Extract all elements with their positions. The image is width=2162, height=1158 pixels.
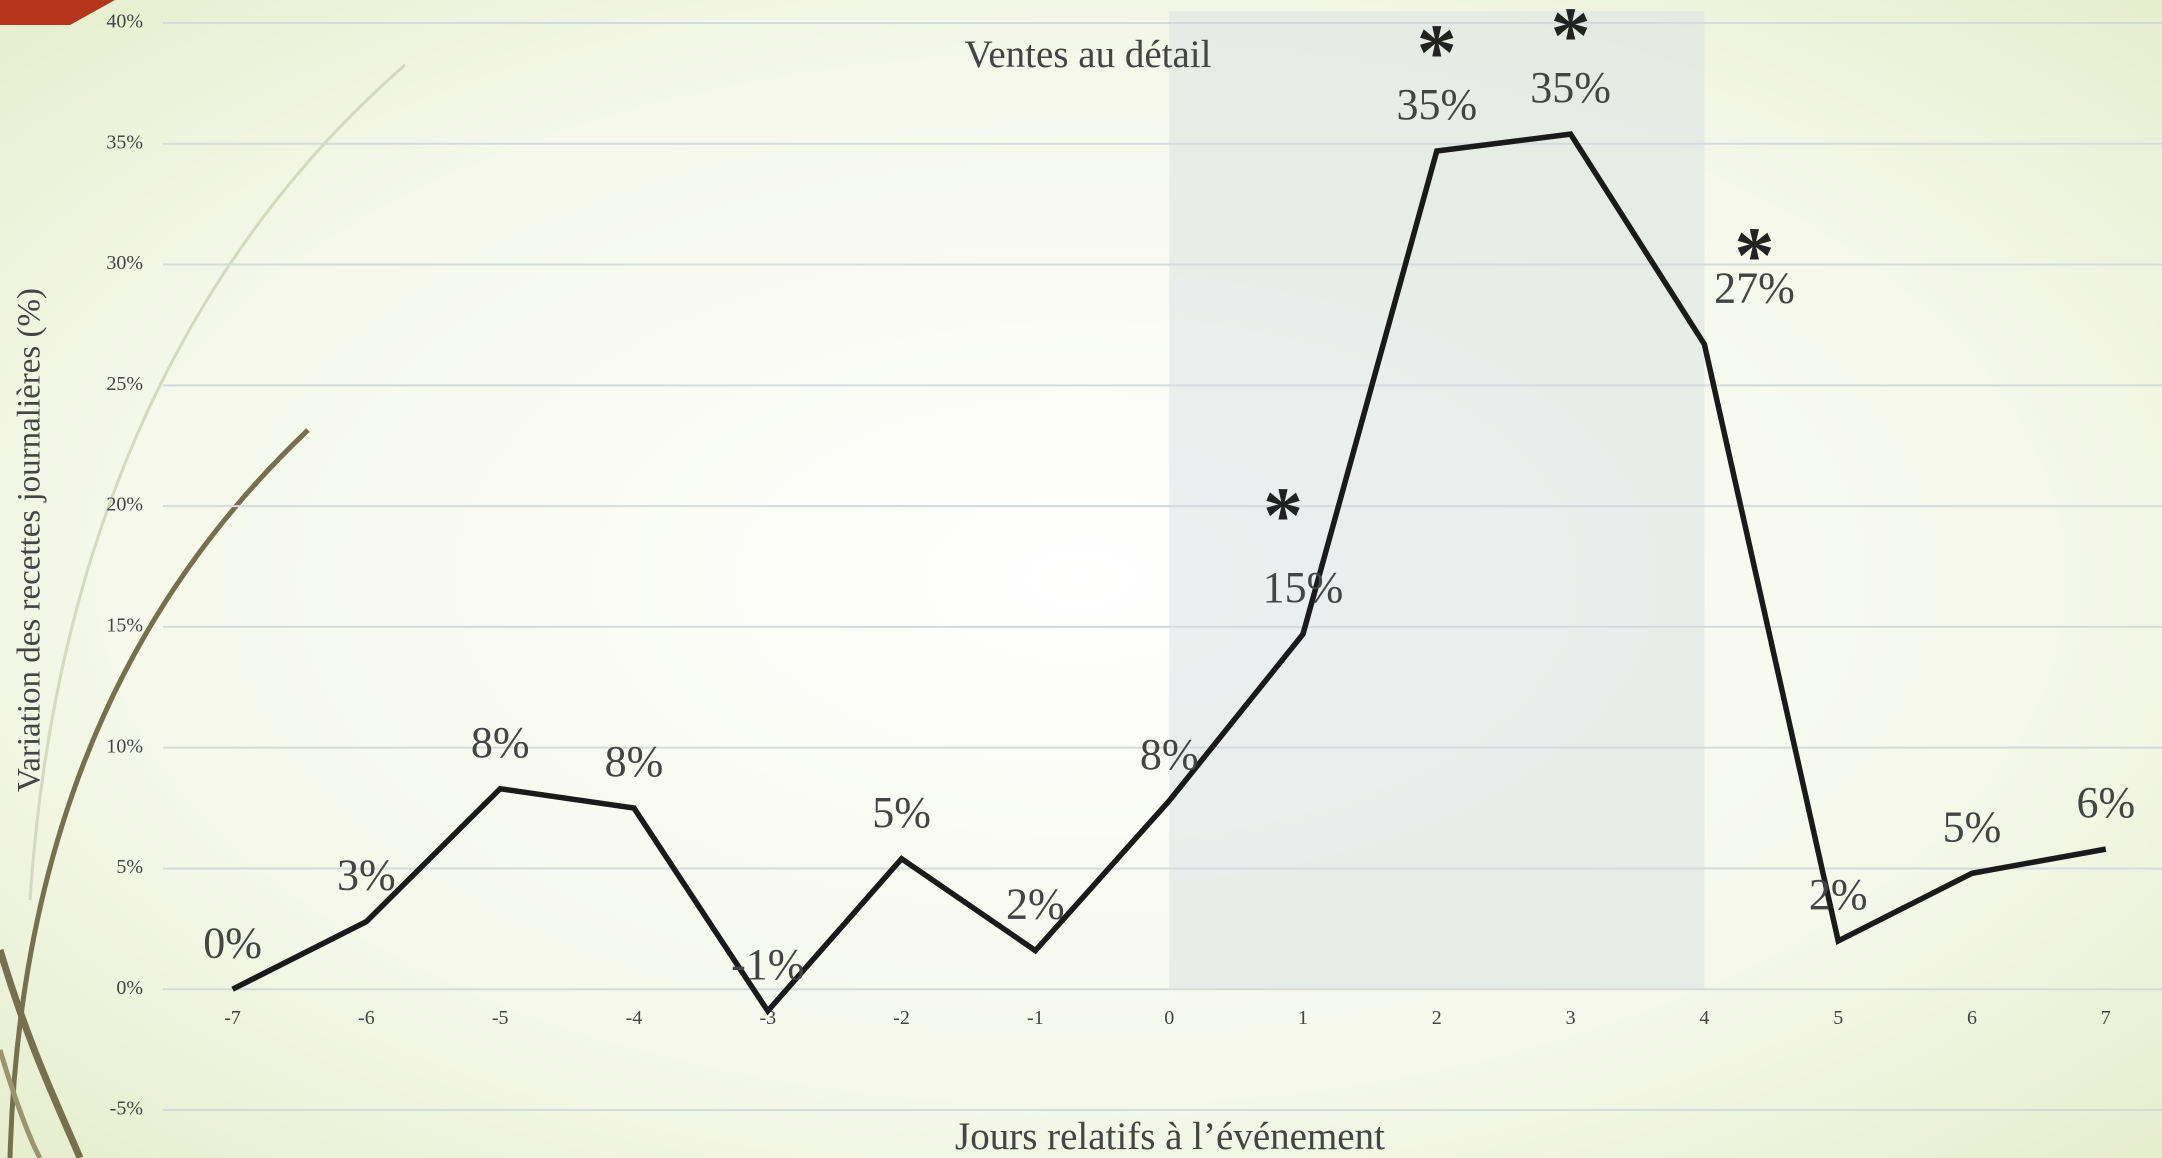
x-tick-label: -7 bbox=[224, 1007, 241, 1029]
data-label: 35% bbox=[1396, 80, 1477, 129]
y-tick-label: 35% bbox=[106, 131, 143, 153]
chart-title: Ventes au détail bbox=[965, 33, 1212, 76]
y-tick-label: 5% bbox=[116, 856, 143, 878]
data-label: 6% bbox=[2076, 778, 2135, 827]
annotation: * bbox=[1263, 472, 1303, 560]
annotation: * bbox=[1417, 9, 1457, 97]
x-axis-label: Jours relatifs à l’événement bbox=[955, 1115, 1385, 1158]
data-label: 5% bbox=[872, 788, 931, 837]
x-tick-label: -2 bbox=[893, 1007, 910, 1029]
data-label: 0% bbox=[203, 918, 262, 967]
x-tick-label: 0 bbox=[1164, 1007, 1174, 1029]
y-tick-label: 40% bbox=[106, 11, 143, 33]
x-tick-label: 1 bbox=[1298, 1007, 1308, 1029]
y-tick-label: 25% bbox=[106, 373, 143, 395]
data-label: 35% bbox=[1530, 63, 1611, 112]
data-label: 8% bbox=[471, 718, 530, 767]
data-label: 27% bbox=[1714, 263, 1795, 312]
x-tick-label: -3 bbox=[759, 1007, 776, 1029]
corner-decoration bbox=[0, 0, 115, 25]
plot-area: -5%0%5%10%15%20%25%30%35%40%-7 -6 -5 -4 -3 -2… bbox=[106, 0, 2162, 1120]
x-tick-label: -5 bbox=[492, 1007, 509, 1029]
y-tick-label: 20% bbox=[106, 494, 143, 516]
x-tick-label: -4 bbox=[626, 1007, 643, 1029]
data-line bbox=[231, 131, 2107, 1016]
x-tick-label: -6 bbox=[358, 1007, 375, 1029]
data-label: -1% bbox=[731, 940, 804, 989]
decorative-curve bbox=[0, 1049, 43, 1158]
y-axis-label: Variation des recettes journalières (%) bbox=[12, 288, 48, 792]
y-tick-label: 15% bbox=[106, 614, 143, 636]
data-label: 2% bbox=[1809, 870, 1868, 919]
y-tick-label: -5% bbox=[110, 1098, 143, 1120]
y-tick-label: 30% bbox=[106, 252, 143, 274]
x-tick-label: 5 bbox=[1833, 1007, 1843, 1029]
annotation: * bbox=[1734, 213, 1774, 301]
x-tick-label: 3 bbox=[1566, 1007, 1576, 1029]
x-tick-label: 2 bbox=[1432, 1007, 1442, 1029]
x-tick-label: -1 bbox=[1027, 1007, 1044, 1029]
data-label: 3% bbox=[337, 851, 396, 900]
highlight-band bbox=[1169, 11, 1705, 990]
x-tick-label: 4 bbox=[1699, 1007, 1709, 1029]
decorative-curve bbox=[28, 63, 406, 901]
x-tick-label: 7 bbox=[2101, 1007, 2111, 1029]
y-tick-label: 10% bbox=[106, 735, 143, 757]
x-tick-label: 6 bbox=[1967, 1007, 1977, 1029]
data-label: 15% bbox=[1263, 563, 1344, 612]
data-label: 5% bbox=[1943, 802, 2002, 851]
data-label: 2% bbox=[1006, 880, 1065, 929]
data-label: 8% bbox=[605, 737, 664, 786]
decorative-curve bbox=[0, 948, 84, 1158]
annotation: * bbox=[1551, 0, 1591, 80]
data-label: 8% bbox=[1140, 730, 1199, 779]
y-tick-label: 0% bbox=[116, 977, 143, 999]
